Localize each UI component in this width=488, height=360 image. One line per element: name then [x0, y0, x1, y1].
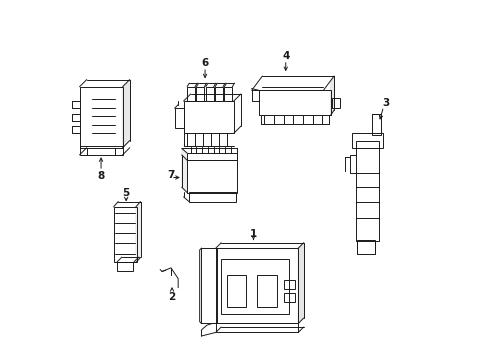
- Polygon shape: [174, 101, 178, 108]
- Bar: [215, 248, 298, 323]
- Bar: [113, 207, 137, 262]
- Polygon shape: [196, 83, 206, 87]
- Bar: [201, 248, 217, 323]
- Polygon shape: [113, 202, 140, 207]
- Text: 3: 3: [382, 98, 389, 108]
- Bar: [174, 108, 183, 128]
- Polygon shape: [215, 83, 224, 87]
- Polygon shape: [117, 257, 139, 262]
- Polygon shape: [215, 243, 303, 248]
- Polygon shape: [183, 94, 241, 101]
- Bar: [117, 262, 133, 271]
- Bar: [257, 275, 276, 307]
- Bar: [187, 153, 237, 160]
- Bar: [221, 259, 289, 315]
- Bar: [215, 87, 223, 101]
- Text: 4: 4: [282, 51, 289, 61]
- Polygon shape: [251, 76, 333, 90]
- Bar: [371, 114, 380, 135]
- Polygon shape: [205, 83, 215, 87]
- Bar: [196, 87, 204, 101]
- Text: 2: 2: [168, 292, 175, 302]
- Bar: [183, 101, 233, 134]
- Text: 1: 1: [249, 229, 257, 239]
- Polygon shape: [136, 202, 140, 262]
- Text: 6: 6: [201, 58, 208, 68]
- Bar: [357, 240, 375, 253]
- Bar: [226, 275, 246, 307]
- Polygon shape: [182, 148, 187, 160]
- Polygon shape: [182, 155, 187, 193]
- Polygon shape: [298, 243, 303, 323]
- Bar: [351, 134, 382, 148]
- Polygon shape: [80, 80, 129, 87]
- Text: 5: 5: [122, 188, 129, 198]
- Bar: [355, 140, 378, 241]
- Bar: [224, 87, 232, 101]
- Bar: [284, 280, 294, 289]
- Polygon shape: [330, 76, 333, 116]
- Polygon shape: [122, 80, 129, 148]
- Bar: [332, 98, 339, 108]
- Polygon shape: [224, 83, 234, 87]
- Text: 8: 8: [97, 171, 104, 181]
- Polygon shape: [187, 83, 197, 87]
- Bar: [188, 192, 235, 202]
- Bar: [187, 160, 237, 193]
- Text: 7: 7: [167, 170, 174, 180]
- Bar: [215, 323, 298, 332]
- Polygon shape: [215, 327, 303, 332]
- Bar: [284, 293, 294, 302]
- Bar: [258, 90, 330, 116]
- Bar: [80, 87, 122, 148]
- Bar: [187, 87, 195, 101]
- Bar: [205, 87, 213, 101]
- Bar: [80, 146, 122, 155]
